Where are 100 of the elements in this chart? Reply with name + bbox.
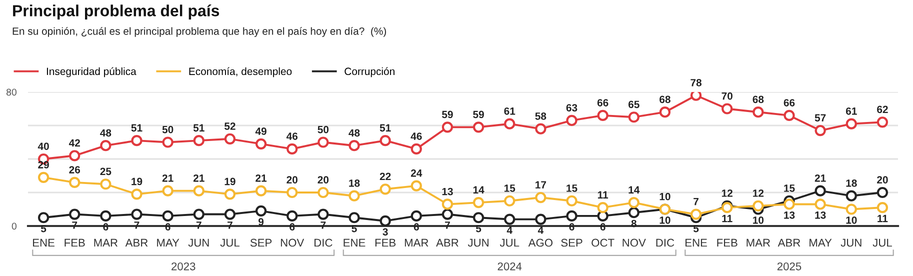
x-tick-label: ABR — [778, 238, 800, 247]
point — [442, 208, 454, 220]
data-label: 58 — [535, 112, 546, 120]
point — [876, 202, 888, 214]
point — [131, 135, 142, 146]
point — [472, 212, 484, 224]
point — [410, 143, 422, 155]
data-label: 9 — [258, 218, 264, 226]
point — [410, 210, 422, 222]
data-label: 48 — [100, 129, 112, 137]
data-label: 15 — [566, 184, 578, 192]
point — [318, 186, 329, 198]
data-label: 46 — [286, 132, 298, 140]
point — [846, 118, 857, 130]
point — [814, 198, 826, 210]
y-tick-label: 0 — [12, 222, 17, 230]
point — [131, 208, 142, 220]
data-label: 21 — [162, 174, 174, 182]
data-label: 7 — [320, 222, 326, 229]
point — [784, 110, 795, 122]
point — [690, 92, 702, 101]
data-label: 49 — [255, 128, 266, 135]
point — [69, 176, 80, 188]
data-label: 6 — [103, 223, 108, 231]
data-label: 7 — [134, 222, 140, 229]
data-label: 48 — [348, 129, 360, 137]
data-label: 5 — [352, 224, 357, 232]
point — [255, 138, 267, 150]
data-label: 6 — [165, 223, 170, 231]
x-tick-label: JUN — [468, 238, 488, 247]
point — [504, 214, 516, 225]
data-label: 66 — [784, 99, 795, 106]
x-tick-label: MAY — [157, 238, 180, 247]
data-label: 50 — [162, 126, 174, 134]
x-tick-label: JUL — [872, 238, 892, 247]
point — [784, 198, 795, 210]
point — [566, 210, 578, 222]
point — [380, 184, 391, 195]
x-tick-label: FEB — [64, 238, 85, 247]
data-label: 52 — [224, 122, 236, 130]
data-label: 57 — [814, 114, 826, 122]
point — [255, 185, 267, 196]
point — [162, 210, 174, 222]
data-label: 10 — [660, 216, 670, 224]
x-tick-label: NOV — [280, 238, 304, 247]
point — [318, 136, 329, 148]
data-label: 13 — [442, 188, 453, 196]
data-label: 68 — [660, 96, 670, 104]
point — [162, 136, 174, 148]
data-label: 70 — [722, 92, 732, 100]
point — [597, 110, 608, 122]
x-tick-label: FEB — [717, 238, 738, 247]
point — [38, 172, 50, 183]
point — [628, 196, 640, 208]
point — [193, 208, 204, 220]
data-label: 15 — [504, 184, 516, 192]
data-label: 10 — [846, 216, 857, 224]
data-label: 21 — [193, 174, 204, 182]
point — [348, 212, 360, 224]
x-tick-label: DIC — [314, 238, 332, 247]
point — [255, 205, 267, 216]
point — [193, 185, 204, 196]
data-label: 18 — [846, 179, 857, 187]
x-tick-label: OCT — [592, 238, 614, 247]
data-label: 68 — [752, 96, 764, 104]
point — [131, 188, 142, 200]
data-label: 63 — [566, 104, 578, 112]
data-label: 61 — [846, 107, 857, 115]
point — [752, 106, 764, 118]
data-label: 26 — [69, 166, 80, 174]
point — [380, 215, 391, 226]
point — [752, 200, 764, 212]
data-label: 62 — [877, 106, 888, 114]
point — [814, 124, 826, 136]
point — [846, 204, 857, 215]
point — [286, 186, 298, 198]
data-label: 59 — [473, 110, 484, 118]
data-label: 12 — [722, 190, 732, 197]
chart-title: Principal problema del país — [13, 4, 220, 20]
point — [659, 106, 671, 118]
legend-label: Corrupción — [344, 67, 394, 78]
data-label: 19 — [132, 178, 142, 186]
data-label: 78 — [690, 78, 702, 86]
data-label: 22 — [380, 172, 391, 180]
data-label: 40 — [38, 142, 49, 150]
x-tick-label: ENE — [344, 238, 366, 247]
data-label: 6 — [290, 223, 295, 231]
x-tick-label: ABR — [436, 238, 458, 247]
point — [100, 210, 112, 222]
data-label: 50 — [318, 126, 329, 134]
data-label: 4 — [506, 226, 512, 234]
point — [348, 190, 360, 202]
data-label: 51 — [380, 124, 391, 132]
data-label: 11 — [598, 191, 608, 198]
point — [224, 188, 236, 200]
data-label: 15 — [784, 184, 795, 192]
point — [442, 198, 454, 210]
data-label: 66 — [597, 99, 608, 106]
point — [100, 178, 112, 190]
x-tick-label: ENE — [33, 238, 54, 247]
